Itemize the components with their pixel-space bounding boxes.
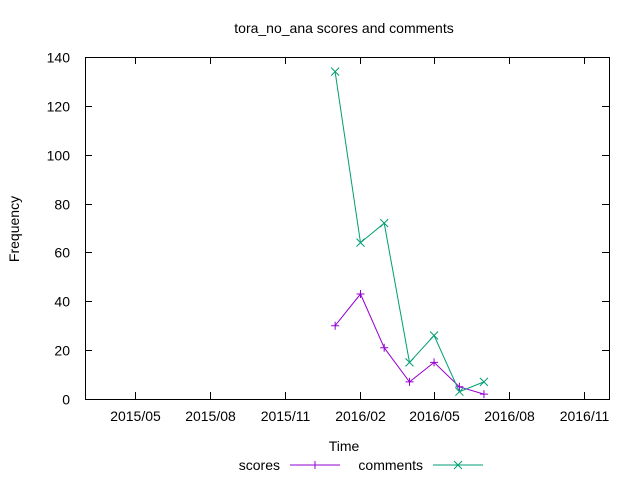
x-tick-label: 2015/05 (110, 408, 161, 424)
data-point-comments (379, 218, 389, 228)
legend-label-comments: comments (358, 457, 423, 473)
x-tick-label: 2016/02 (335, 408, 386, 424)
x-axis: 2015/05 2015/08 2015/11 2016/02 2016/05 2016/… (110, 57, 609, 424)
legend-label-scores: scores (239, 457, 280, 473)
chart-title: tora_no_ana scores and comments (234, 20, 453, 36)
data-point-scores (479, 390, 488, 399)
legend: scores comments (239, 457, 483, 473)
plot-frame (85, 57, 610, 400)
x-axis-label: Time (329, 438, 360, 454)
y-tick-label: 0 (62, 392, 70, 408)
y-tick-label: 60 (54, 245, 70, 261)
y-axis-label: Frequency (6, 196, 22, 262)
data-point-scores (356, 289, 365, 298)
legend-marker-scores (311, 461, 319, 469)
x-tick-label: 2016/05 (409, 408, 460, 424)
data-point-scores (430, 358, 439, 367)
legend-marker-comments (453, 460, 463, 470)
x-tick-label: 2016/11 (560, 408, 610, 424)
data-point-scores (331, 321, 340, 330)
series-line-comments (334, 71, 485, 393)
data-point-comments (429, 331, 439, 340)
y-tick-label: 40 (54, 294, 70, 310)
data-point-comments (479, 377, 489, 387)
x-tick-label: 2015/11 (261, 408, 311, 424)
data-point-comments (356, 238, 365, 248)
data-point-comments (405, 358, 414, 367)
x-tick-label: 2015/08 (185, 408, 236, 424)
y-tick-label: 20 (54, 343, 70, 359)
y-tick-label: 120 (47, 99, 71, 115)
x-tick-label: 2016/08 (484, 408, 535, 424)
y-tick-label: 100 (47, 148, 71, 164)
y-tick-label: 80 (54, 197, 70, 213)
plot-series (330, 67, 489, 399)
y-axis: 0 20 40 60 80 100 120 140 (47, 50, 609, 408)
data-point-scores (405, 377, 414, 386)
y-tick-label: 140 (47, 50, 71, 66)
data-point-scores (380, 343, 389, 352)
data-point-comments (455, 387, 464, 397)
data-point-comments (330, 67, 340, 77)
